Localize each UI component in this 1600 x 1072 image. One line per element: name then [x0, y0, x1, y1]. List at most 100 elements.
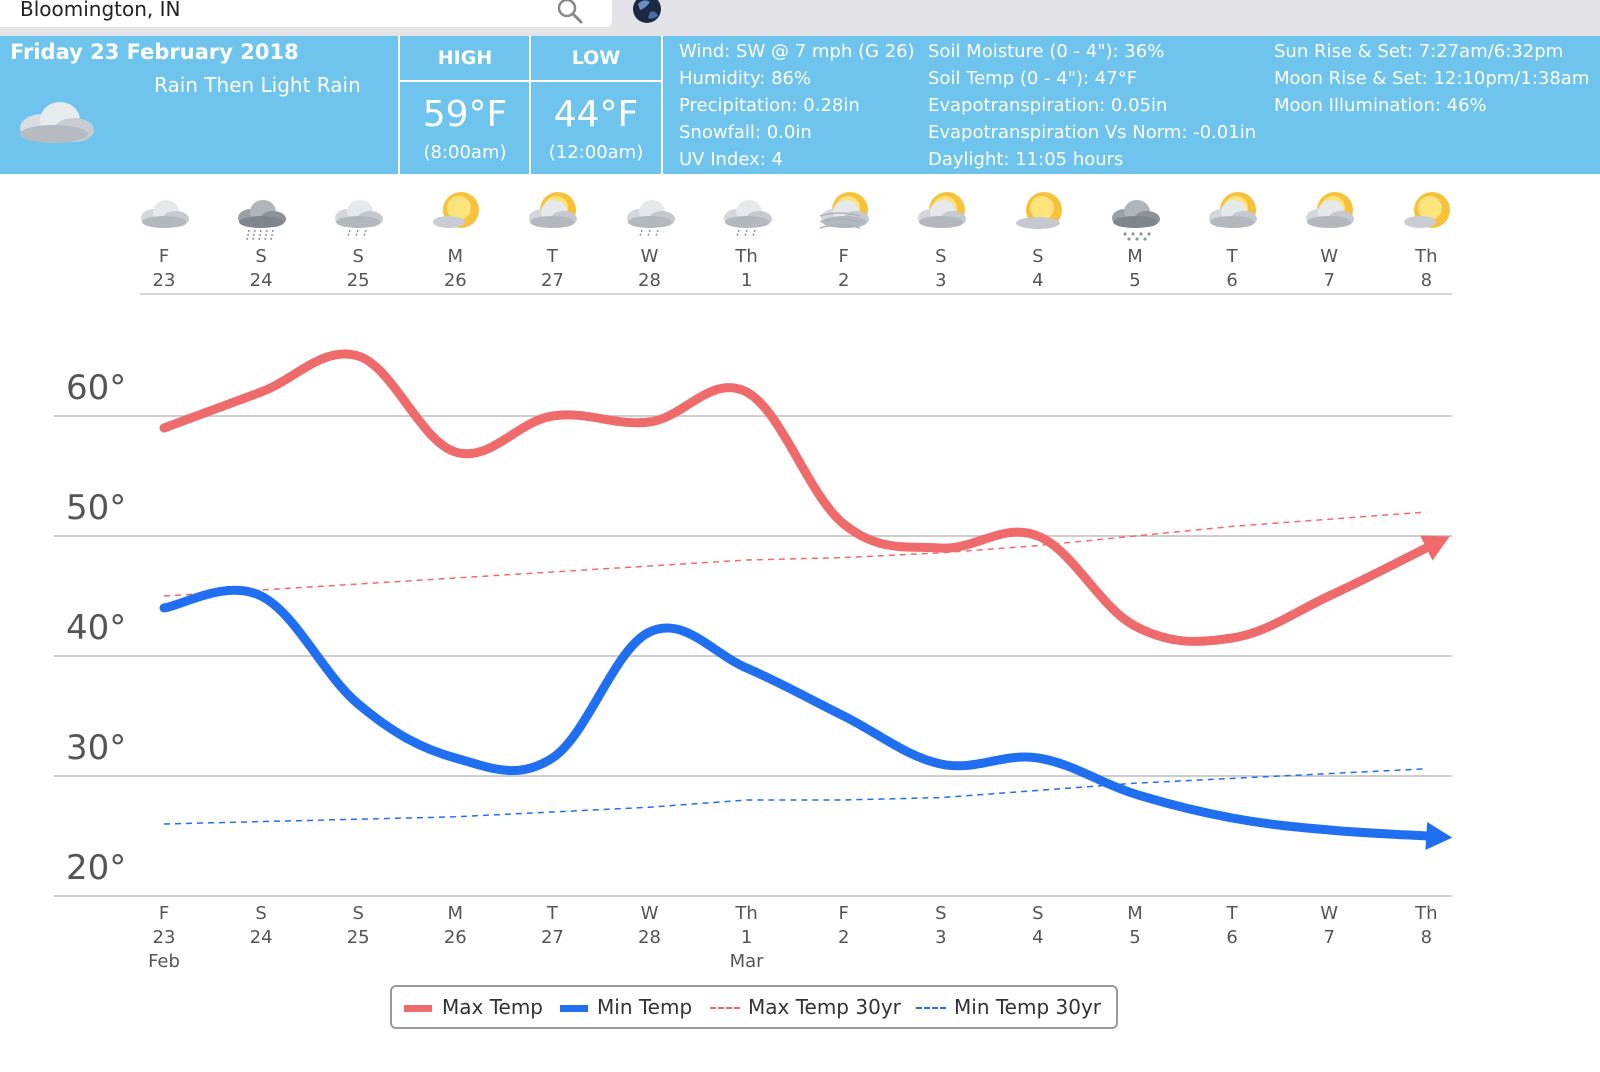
- globe-icon[interactable]: [630, 0, 664, 26]
- day-forecast[interactable]: Th 8: [1391, 186, 1461, 291]
- series-arrowhead-max-temp: [1420, 535, 1450, 561]
- partly-cloudy-icon: [529, 192, 578, 228]
- x-tick-day: Th: [734, 903, 757, 924]
- high-time: (8:00am): [423, 142, 507, 163]
- high-temp-box: HIGH 59°F (8:00am): [398, 36, 530, 174]
- day-forecast[interactable]: M 26: [420, 186, 490, 291]
- x-tick-day: M: [448, 903, 464, 924]
- partly-cloudy-icon: [1306, 192, 1355, 228]
- day-forecast[interactable]: F 23: [129, 186, 199, 291]
- detail-soil-temp: Soil Temp (0 - 4"): 47°F: [928, 68, 1138, 89]
- x-tick-day: S: [255, 903, 266, 924]
- x-tick-date: 25: [347, 927, 370, 948]
- x-tick-date: 28: [638, 927, 661, 948]
- day-letter: S: [352, 246, 364, 267]
- legend-max-temp[interactable]: Max Temp: [442, 995, 544, 1019]
- x-tick-date: 6: [1226, 927, 1237, 948]
- high-temp: 59°F: [422, 94, 508, 135]
- day-letter: S: [1032, 246, 1044, 267]
- day-letter: F: [838, 246, 849, 267]
- x-tick-day: F: [839, 903, 849, 924]
- forecast-date: Friday 23 February 2018: [10, 40, 299, 64]
- location-search[interactable]: Bloomington, IN: [0, 0, 612, 27]
- series-line-min-temp: [159, 585, 1431, 841]
- detail-snowfall: Snowfall: 0.0in: [679, 122, 812, 143]
- day-number: 2: [837, 270, 850, 291]
- x-tick-day: S: [352, 903, 363, 924]
- day-number: 4: [1032, 270, 1044, 291]
- day-letter: M: [1127, 246, 1143, 267]
- day-number: 27: [540, 270, 564, 291]
- top-bar: Bloomington, IN: [0, 0, 1600, 36]
- details-soil: Soil Moisture (0 - 4"): 36% Soil Temp (0…: [928, 38, 1256, 173]
- x-tick-date: 3: [935, 927, 946, 948]
- light-rain-cloud-icon: [626, 200, 675, 237]
- chart-legend: Max Temp Min Temp Max Temp 30yr Min Temp…: [390, 985, 1118, 1029]
- day-number: 8: [1420, 270, 1433, 291]
- search-input[interactable]: Bloomington, IN: [20, 0, 181, 21]
- day-letter: W: [1320, 246, 1339, 267]
- partly-cloudy-icon: [1209, 192, 1258, 228]
- mostly-sunny-icon: [1015, 192, 1062, 229]
- light-rain-cloud-icon: [723, 200, 772, 237]
- day-number: 26: [443, 270, 467, 291]
- x-tick-day: S: [935, 903, 946, 924]
- day-forecast[interactable]: Th 1: [712, 186, 782, 291]
- x-tick-day: M: [1127, 903, 1143, 924]
- x-tick-day: Th: [1414, 903, 1437, 924]
- x-tick-month: Feb: [148, 951, 180, 972]
- x-tick-date: 4: [1032, 927, 1043, 948]
- details-weather: Wind: SW @ 7 mph (G 26) Humidity: 86% Pr…: [679, 38, 915, 173]
- day-forecast[interactable]: S 25: [323, 186, 393, 291]
- legend-max-temp-30yr[interactable]: Max Temp 30yr: [748, 995, 901, 1019]
- day-letter: T: [1226, 246, 1238, 267]
- x-tick-day: W: [641, 903, 659, 924]
- detail-evapotranspiration-norm: Evapotranspiration Vs Norm: -0.01in: [928, 122, 1257, 143]
- day-number: 28: [638, 270, 661, 291]
- detail-uv-index: UV Index: 4: [679, 149, 784, 170]
- x-tick-day: S: [1032, 903, 1043, 924]
- cloud-icon: [141, 200, 189, 228]
- legend-swatch-min-temp-30yr: [916, 1007, 946, 1009]
- high-title: HIGH: [400, 36, 530, 82]
- legend-min-temp-30yr[interactable]: Min Temp 30yr: [954, 995, 1102, 1019]
- x-tick-date: 23: [153, 927, 176, 948]
- x-tick-date: 24: [250, 927, 273, 948]
- partly-sunny-icon: [1404, 192, 1451, 228]
- low-temp: 44°F: [553, 94, 639, 135]
- rain-cloud-icon: [238, 200, 287, 241]
- sun-wind-icon: [819, 192, 869, 229]
- day-letter: F: [158, 246, 170, 267]
- y-tick-label: 60°: [66, 368, 126, 408]
- search-icon[interactable]: [556, 0, 584, 26]
- detail-precipitation: Precipitation: 0.28in: [679, 95, 860, 116]
- legend-min-temp[interactable]: Min Temp: [597, 995, 693, 1019]
- day-letter: T: [546, 246, 558, 267]
- low-time: (12:00am): [548, 142, 644, 163]
- day-number: 6: [1226, 270, 1238, 291]
- day-forecast[interactable]: W 28: [615, 186, 685, 291]
- low-title: LOW: [531, 36, 661, 82]
- day-letter: Th: [1415, 246, 1438, 267]
- y-tick-label: 30°: [66, 728, 126, 768]
- y-tick-label: 20°: [66, 848, 126, 888]
- divider: [140, 293, 1452, 295]
- x-tick-date: 5: [1129, 927, 1140, 948]
- snow-cloud-icon: [1112, 200, 1160, 241]
- day-forecast[interactable]: T 27: [517, 186, 587, 291]
- day-letter: W: [640, 246, 659, 267]
- day-forecast[interactable]: S 24: [226, 186, 296, 291]
- detail-wind: Wind: SW @ 7 mph (G 26): [679, 41, 915, 62]
- legend-swatch-max-temp: [404, 1005, 432, 1012]
- series-line-max-temp: [159, 349, 1431, 646]
- x-tick-day: T: [1226, 903, 1239, 924]
- y-tick-label: 50°: [66, 488, 126, 528]
- x-tick-day: T: [546, 903, 559, 924]
